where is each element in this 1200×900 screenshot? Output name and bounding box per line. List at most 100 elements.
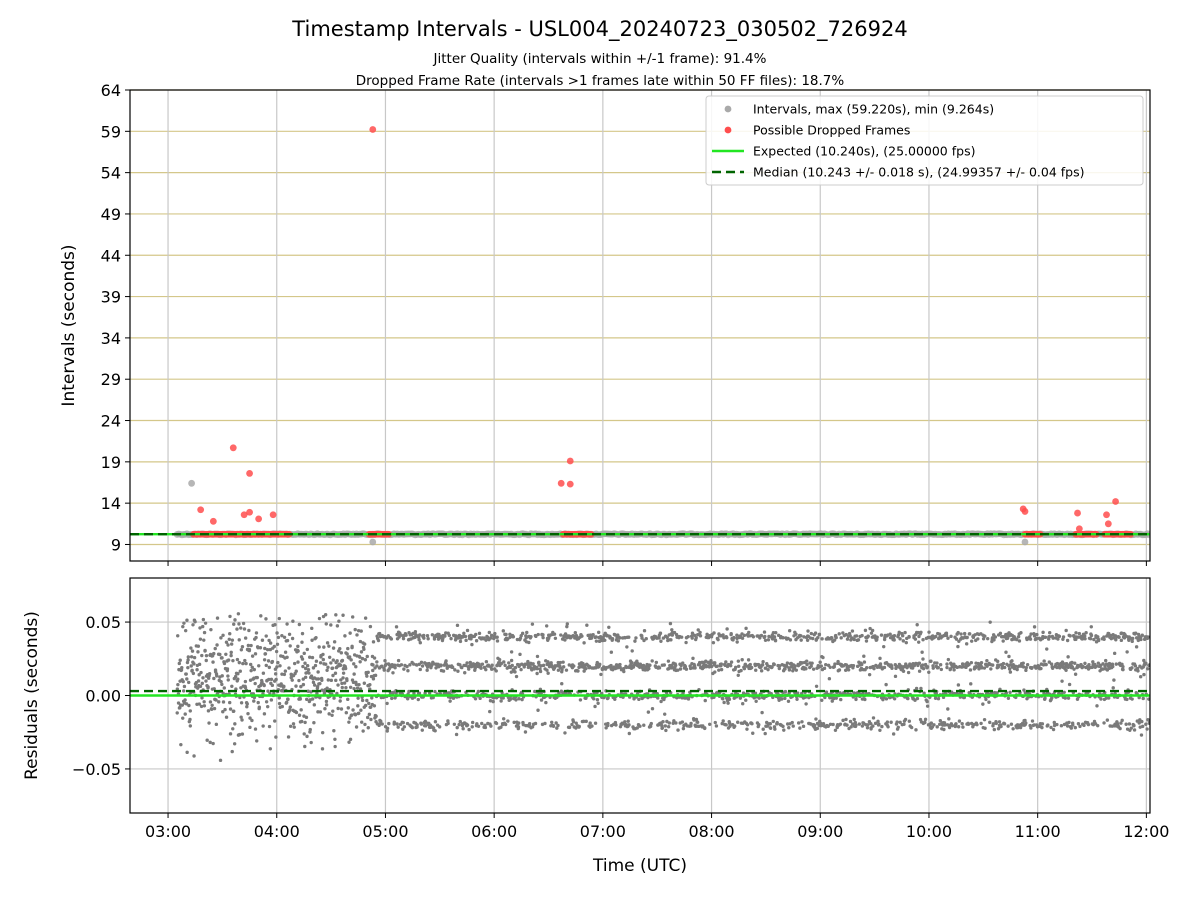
residual-point	[610, 636, 615, 641]
residual-point	[237, 622, 241, 626]
residual-point	[1015, 667, 1019, 672]
residual-point	[876, 719, 880, 724]
residual-point	[889, 720, 893, 724]
residual-point	[364, 703, 368, 708]
residual-point	[218, 652, 222, 657]
residual-point	[1120, 718, 1124, 723]
residual-point	[642, 723, 646, 727]
chart-subtitle-dropped: Dropped Frame Rate (intervals >1 frames …	[356, 73, 845, 89]
residual-point	[596, 630, 601, 635]
residual-point	[763, 638, 768, 643]
residual-point	[490, 663, 494, 667]
residual-point	[648, 663, 652, 668]
residual-point	[230, 638, 235, 642]
residual-point	[210, 703, 214, 707]
residual-point	[692, 633, 697, 638]
residual-point	[1043, 696, 1047, 700]
residual-point	[979, 721, 983, 726]
residual-point	[181, 624, 185, 629]
residual-point	[239, 648, 244, 652]
residual-point	[698, 634, 703, 638]
residuals-data	[130, 612, 1150, 763]
residual-point	[294, 710, 299, 715]
residual-point	[355, 633, 359, 637]
residual-point	[327, 712, 331, 716]
residual-point	[348, 737, 353, 742]
residual-point	[304, 715, 309, 720]
residual-point	[672, 719, 676, 723]
residual-point	[910, 666, 915, 670]
residual-point	[938, 663, 943, 667]
residual-point	[223, 707, 227, 712]
intervals-y-tick-label: 34	[101, 329, 121, 348]
residual-point	[984, 697, 988, 702]
residual-point	[181, 679, 185, 684]
residual-point	[488, 709, 492, 714]
residual-point	[484, 667, 488, 672]
residual-point	[264, 617, 268, 621]
residual-point	[347, 740, 351, 744]
residual-point	[828, 665, 832, 669]
residual-point	[343, 666, 348, 671]
residual-point	[345, 678, 349, 683]
dropped-frame-point	[255, 515, 263, 523]
residual-point	[294, 684, 298, 688]
residual-point	[180, 665, 184, 670]
residual-point	[729, 660, 734, 664]
residual-point	[191, 671, 196, 676]
residual-point	[793, 664, 797, 668]
residual-point	[189, 646, 193, 650]
residual-point	[977, 667, 981, 671]
residual-point	[1024, 721, 1028, 725]
residual-point	[663, 724, 668, 728]
residual-point	[299, 708, 303, 712]
residual-point	[495, 639, 500, 643]
residual-point	[741, 701, 745, 706]
dropped-frame-point	[566, 457, 574, 465]
residual-point	[368, 624, 373, 629]
residual-point	[290, 678, 294, 682]
residual-point	[235, 627, 239, 631]
residual-point	[627, 731, 632, 736]
residual-point	[1004, 650, 1008, 654]
residual-point	[945, 662, 949, 666]
residual-point	[384, 636, 389, 640]
residual-point	[508, 697, 513, 701]
residual-point	[1095, 704, 1099, 708]
residual-point	[340, 681, 344, 686]
residual-point	[817, 632, 822, 637]
residual-point	[838, 722, 843, 726]
residual-point	[662, 663, 666, 667]
residual-point	[456, 669, 460, 673]
residual-point	[285, 622, 289, 626]
residual-point	[725, 635, 729, 640]
residual-point	[1003, 665, 1007, 670]
residual-point	[1045, 647, 1049, 651]
residual-point	[879, 633, 884, 637]
residual-point	[942, 727, 946, 732]
x-tick-label: 11:00	[1015, 822, 1061, 841]
residual-point	[269, 677, 274, 682]
residual-point	[325, 668, 329, 672]
residual-point	[347, 655, 352, 659]
residual-point	[314, 635, 318, 640]
residual-point	[253, 727, 258, 731]
residual-point	[405, 697, 410, 701]
residual-point	[201, 624, 205, 629]
residual-point	[346, 697, 350, 702]
residual-point	[536, 708, 540, 712]
residual-point	[684, 667, 689, 671]
residual-point	[262, 658, 267, 662]
residual-point	[252, 699, 256, 703]
residual-point	[357, 682, 361, 687]
residual-point	[463, 634, 468, 639]
residual-point	[415, 723, 419, 727]
residual-point	[297, 713, 302, 717]
residual-point	[416, 697, 420, 702]
residual-point	[703, 698, 707, 703]
residual-point	[358, 687, 363, 691]
residual-point	[211, 741, 215, 746]
residual-point	[183, 628, 188, 633]
residual-point	[471, 662, 476, 666]
dropped-frame-point	[557, 479, 565, 487]
